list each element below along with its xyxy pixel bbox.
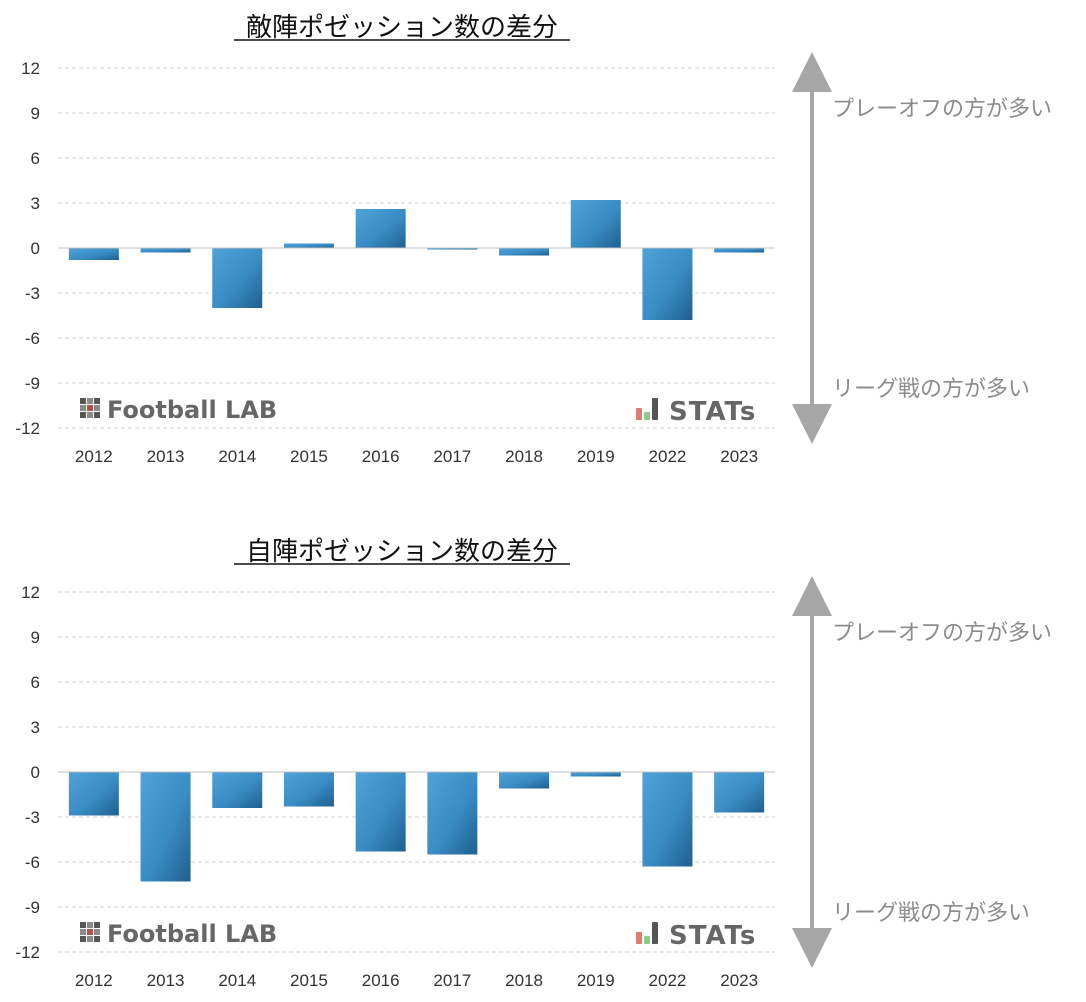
bar-2012 xyxy=(68,772,119,816)
y-tick-label: 12 xyxy=(21,59,40,78)
stats-logo-text: STATs xyxy=(669,921,756,951)
bar-2018 xyxy=(499,248,550,256)
bar-2023 xyxy=(714,772,765,813)
bar-2022 xyxy=(642,248,693,320)
bar-2014 xyxy=(212,248,263,308)
y-tick-label: -3 xyxy=(25,284,40,303)
x-tick-label: 2017 xyxy=(433,447,471,466)
y-tick-label: 0 xyxy=(31,763,40,782)
x-tick-label: 2018 xyxy=(505,447,543,466)
footballlab-logo: Football LAB xyxy=(80,396,277,424)
x-tick-label: 2016 xyxy=(362,971,400,990)
x-tick-label: 2023 xyxy=(720,447,758,466)
x-tick-label: 2019 xyxy=(577,971,615,990)
stats-logo-text: STATs xyxy=(669,397,756,427)
stats-logo: STATs xyxy=(636,397,756,427)
lower-side-label: リーグ戦の方が多い xyxy=(832,377,1030,402)
x-tick-label: 2013 xyxy=(147,447,185,466)
y-tick-label: -9 xyxy=(25,374,40,393)
bar-2018 xyxy=(499,772,550,789)
y-tick-label: -6 xyxy=(25,853,40,872)
bar-2017 xyxy=(427,772,478,855)
x-tick-label: 2012 xyxy=(75,447,113,466)
bar-2022 xyxy=(642,772,693,867)
y-tick-label: 6 xyxy=(31,673,40,692)
y-tick-label: -12 xyxy=(15,943,40,962)
footballlab-logo: Football LAB xyxy=(80,920,277,948)
bar-2012 xyxy=(68,248,119,260)
bar-2015 xyxy=(283,772,334,807)
x-tick-label: 2022 xyxy=(649,971,687,990)
x-tick-label: 2023 xyxy=(720,971,758,990)
bar-2016 xyxy=(355,209,406,248)
chart-2: 自陣ポゼッション数の差分 12 9 6 3 0 -3 -6 -9 -12 2012 2013 2014 2… xyxy=(15,537,1052,990)
upper-side-label: プレーオフの方が多い xyxy=(832,97,1052,122)
stats-logo: STATs xyxy=(636,921,756,951)
y-tick-label: 0 xyxy=(31,239,40,258)
y-tick-label: 3 xyxy=(31,718,40,737)
x-tick-label: 2012 xyxy=(75,971,113,990)
bar-2015 xyxy=(283,243,334,248)
y-tick-label: 3 xyxy=(31,194,40,213)
y-tick-label: 9 xyxy=(31,628,40,647)
y-tick-label: -6 xyxy=(25,329,40,348)
x-tick-label: 2018 xyxy=(505,971,543,990)
bar-2016 xyxy=(355,772,406,852)
chart-1: 敵陣ポゼッション数の差分 12 9 6 3 0 -3 -6 -9 -12 2012 2013 2014 2… xyxy=(15,13,1052,466)
y-tick-label: -3 xyxy=(25,808,40,827)
bar-2019 xyxy=(570,772,621,777)
footballlab-logo-text: Football LAB xyxy=(107,396,277,424)
x-tick-label: 2013 xyxy=(147,971,185,990)
chart-title: 自陣ポゼッション数の差分 xyxy=(246,537,558,567)
lower-side-label: リーグ戦の方が多い xyxy=(832,901,1030,926)
bar-2019 xyxy=(570,200,621,248)
x-tick-label: 2019 xyxy=(577,447,615,466)
bar-2013 xyxy=(140,248,191,253)
x-tick-label: 2017 xyxy=(433,971,471,990)
x-tick-label: 2015 xyxy=(290,447,328,466)
x-tick-label: 2014 xyxy=(218,447,256,466)
y-tick-label: -12 xyxy=(15,419,40,438)
footballlab-logo-text: Football LAB xyxy=(107,920,277,948)
y-tick-label: 12 xyxy=(21,583,40,602)
y-tick-label: -9 xyxy=(25,898,40,917)
y-tick-label: 6 xyxy=(31,149,40,168)
y-tick-label: 9 xyxy=(31,104,40,123)
chart-title: 敵陣ポゼッション数の差分 xyxy=(246,13,558,43)
x-tick-label: 2016 xyxy=(362,447,400,466)
bar-2014 xyxy=(212,772,263,808)
bar-2013 xyxy=(140,772,191,882)
bar-2017 xyxy=(427,248,478,250)
x-tick-label: 2014 xyxy=(218,971,256,990)
upper-side-label: プレーオフの方が多い xyxy=(832,621,1052,646)
x-tick-label: 2022 xyxy=(649,447,687,466)
bar-2023 xyxy=(714,248,765,253)
x-tick-label: 2015 xyxy=(290,971,328,990)
